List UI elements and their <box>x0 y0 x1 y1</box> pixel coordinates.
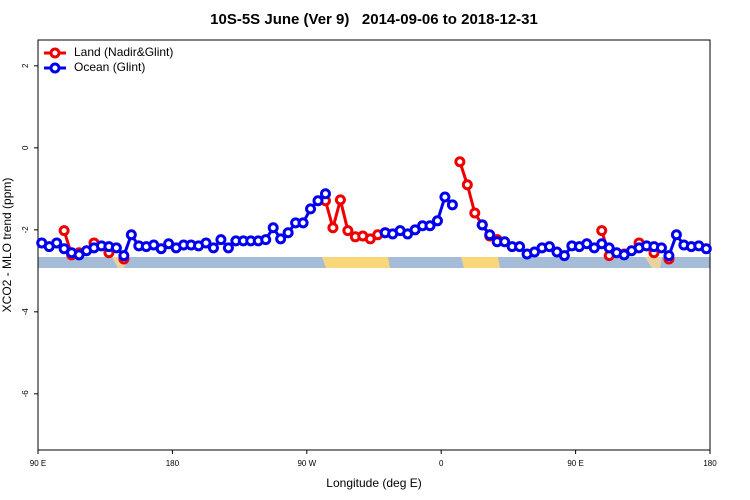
point <box>125 229 137 241</box>
point <box>446 199 458 211</box>
legend-label: Ocean (Glint) <box>74 60 145 74</box>
point <box>327 222 339 234</box>
point <box>454 156 466 168</box>
point <box>663 250 675 262</box>
point <box>155 243 167 255</box>
y-tick-label: -6 <box>21 390 30 398</box>
y-axis-title: XCO2 - MLO trend (ppm) <box>0 178 14 313</box>
legend-marker <box>49 47 61 59</box>
x-tick-label: 180 <box>166 459 180 468</box>
point <box>305 203 317 215</box>
point <box>670 229 682 241</box>
point <box>282 227 294 239</box>
point <box>342 225 354 237</box>
point <box>439 191 451 203</box>
x-tick-label: 0 <box>439 459 444 468</box>
x-tick-label: 90 W <box>297 459 316 468</box>
point <box>260 234 272 246</box>
point <box>200 237 212 249</box>
point <box>596 225 608 237</box>
point <box>476 219 488 231</box>
y-tick-label: -2 <box>21 226 30 234</box>
point <box>558 250 570 262</box>
land-strip <box>461 257 500 268</box>
chart-title: 10S-5S June (Ver 9) 2014-09-06 to 2018-1… <box>210 11 538 28</box>
point <box>312 195 324 207</box>
y-tick-label: 2 <box>21 63 30 68</box>
point <box>700 243 712 255</box>
x-axis-title: Longitude (deg E) <box>326 476 421 490</box>
x-tick-label: 90 E <box>30 459 46 468</box>
point <box>215 234 227 246</box>
point <box>655 242 667 254</box>
x-tick-label: 180 <box>703 459 717 468</box>
point <box>118 250 130 262</box>
point <box>424 220 436 232</box>
point <box>543 241 555 253</box>
point <box>319 188 331 200</box>
point <box>461 179 473 191</box>
point <box>334 194 346 206</box>
y-tick-label: -4 <box>21 308 30 316</box>
point <box>514 241 526 253</box>
point <box>267 222 279 234</box>
land-strip <box>322 257 390 268</box>
point <box>469 207 481 219</box>
point <box>110 242 122 254</box>
point <box>431 215 443 227</box>
legend-marker <box>49 62 61 74</box>
point <box>207 242 219 254</box>
point <box>499 236 511 248</box>
point <box>297 217 309 229</box>
legend-label: Land (Nadir&Glint) <box>74 45 173 59</box>
y-tick-label: 0 <box>21 145 30 150</box>
land-strip <box>645 257 662 268</box>
point <box>275 233 287 245</box>
point <box>51 237 63 249</box>
x-tick-label: 90 E <box>567 459 583 468</box>
point <box>603 242 615 254</box>
point <box>58 225 70 237</box>
point <box>484 229 496 241</box>
point <box>222 242 234 254</box>
